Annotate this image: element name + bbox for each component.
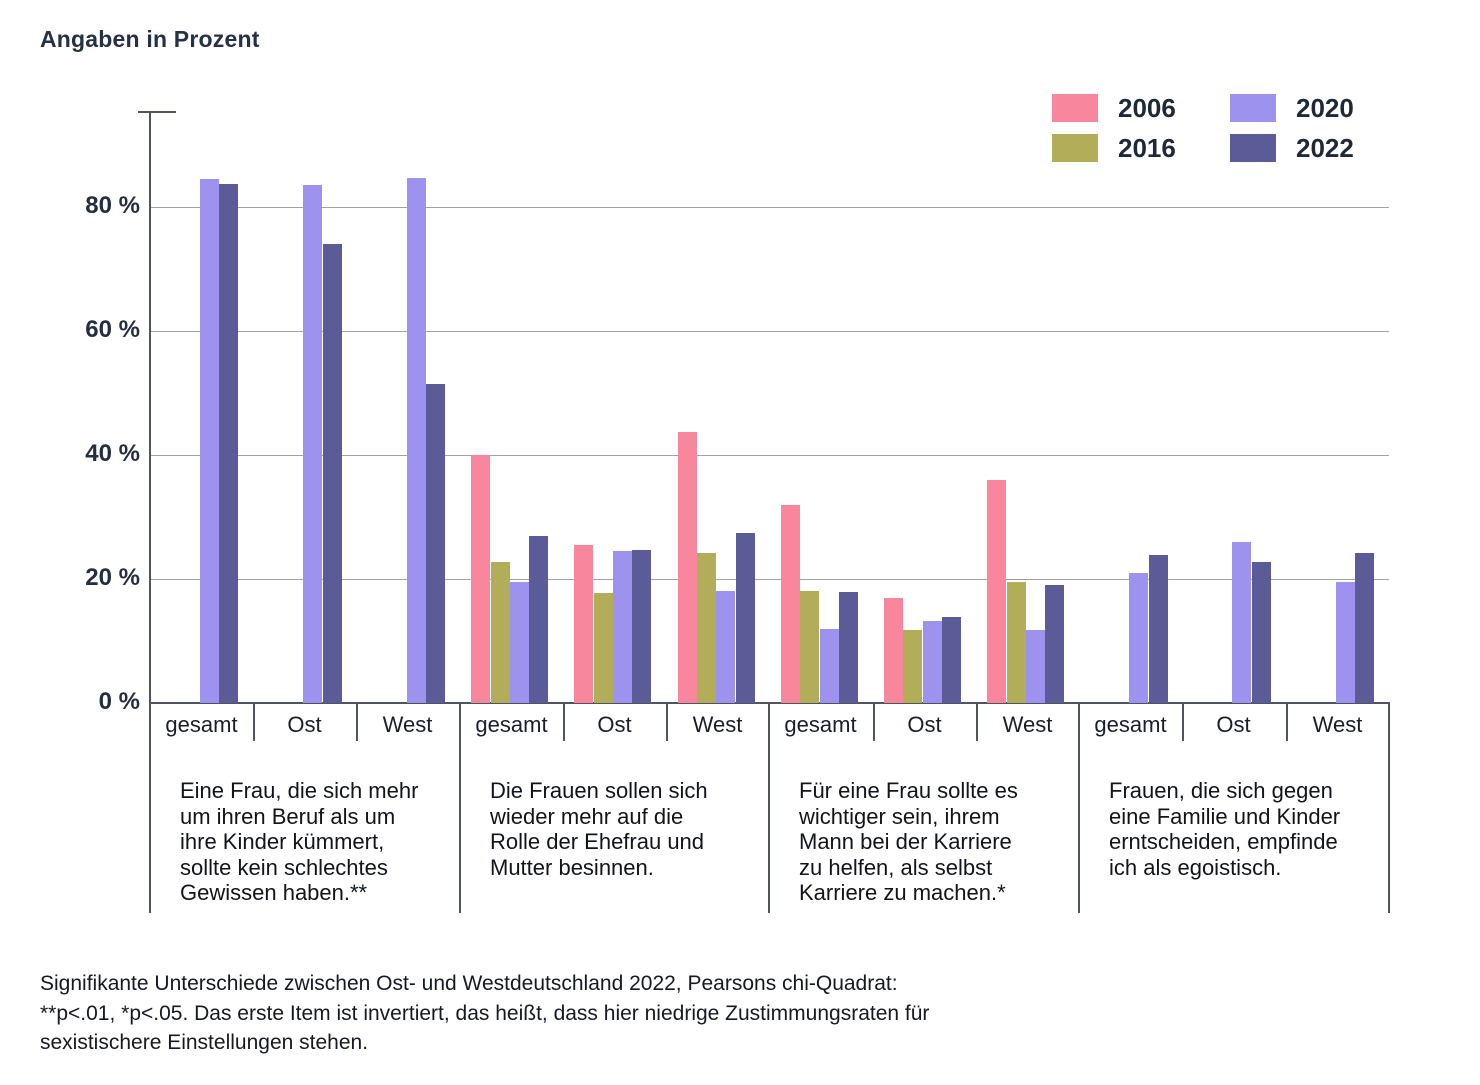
bar-g2-Ost-2006 <box>574 544 593 703</box>
y-tick-label: 0 % <box>98 688 140 715</box>
group-separator <box>1078 703 1080 913</box>
bar-g2-West-2020 <box>716 591 735 703</box>
gridline <box>150 579 1389 580</box>
legend-swatch-2020 <box>1230 94 1276 122</box>
bar-g2-gesamt-2006 <box>471 455 490 703</box>
category-separator <box>1286 703 1288 741</box>
legend-label: 2006 <box>1118 92 1176 123</box>
legend-label: 2020 <box>1296 92 1354 123</box>
bar-g3-West-2006 <box>987 479 1006 703</box>
y-axis-line <box>149 112 151 703</box>
bar-g3-Ost-2006 <box>884 597 903 703</box>
category-label: Ost <box>287 712 322 737</box>
bar-g1-Ost-2022 <box>323 244 342 703</box>
bar-g2-West-2006 <box>678 432 697 703</box>
legend: 2006 2016 2020 2022 <box>1052 88 1408 168</box>
bar-g3-gesamt-2020 <box>820 628 839 703</box>
bar-g4-Ost-2022 <box>1252 561 1271 703</box>
gridline <box>150 331 1389 332</box>
category-label: Ost <box>597 712 632 737</box>
y-tick-label: 80 % <box>85 192 140 219</box>
group-separator <box>149 703 151 913</box>
bar-g3-gesamt-2022 <box>839 592 858 703</box>
legend-label: 2016 <box>1118 132 1176 163</box>
category-separator <box>253 703 255 741</box>
bar-g2-gesamt-2020 <box>510 582 529 703</box>
bar-g2-Ost-2022 <box>632 549 651 703</box>
category-label: West <box>382 712 433 737</box>
category-separator <box>873 703 875 741</box>
legend-swatch-2022 <box>1230 134 1276 162</box>
bar-g3-Ost-2016 <box>903 629 922 703</box>
bar-g2-West-2022 <box>736 532 755 703</box>
bar-g3-gesamt-2016 <box>800 591 819 703</box>
bar-g4-gesamt-2022 <box>1149 555 1168 703</box>
category-label: West <box>692 712 743 737</box>
legend-swatch-2006 <box>1052 94 1098 122</box>
group-separator <box>459 703 461 913</box>
bar-g2-West-2016 <box>697 552 716 703</box>
bar-g2-Ost-2020 <box>613 551 632 703</box>
y-tick-label: 20 % <box>85 564 140 591</box>
footnote-text: Signifikante Unterschiede zwischen Ost- … <box>40 972 930 1054</box>
bar-g1-gesamt-2020 <box>200 179 219 703</box>
bar-g4-West-2022 <box>1355 552 1374 703</box>
category-separator <box>356 703 358 741</box>
bar-g3-Ost-2022 <box>942 617 961 703</box>
legend-item-2020: 2020 <box>1230 93 1408 124</box>
legend-label: 2022 <box>1296 132 1354 163</box>
bar-g2-Ost-2016 <box>594 592 613 703</box>
bar-g1-West-2020 <box>407 178 426 703</box>
category-separator <box>666 703 668 741</box>
bar-g3-West-2016 <box>1007 582 1026 703</box>
bar-g3-West-2022 <box>1045 585 1064 703</box>
bar-g1-Ost-2020 <box>303 185 322 703</box>
statement-text: Für eine Frau sollte es wichtiger sein, … <box>799 778 1018 905</box>
bar-g2-gesamt-2022 <box>529 535 548 703</box>
category-separator <box>563 703 565 741</box>
category-label: Ost <box>907 712 942 737</box>
bar-g1-gesamt-2022 <box>219 184 238 703</box>
category-separator <box>1182 703 1184 741</box>
y-tick-label: 60 % <box>85 316 140 343</box>
group-separator <box>1388 703 1390 913</box>
bar-g2-gesamt-2016 <box>491 561 510 703</box>
y-tick-label: 40 % <box>85 440 140 467</box>
category-label: gesamt <box>475 712 548 737</box>
bar-g1-West-2022 <box>426 383 445 703</box>
legend-item-2016: 2016 <box>1052 133 1230 164</box>
category-label: West <box>1312 712 1363 737</box>
category-label: Ost <box>1216 712 1251 737</box>
chart-title: Angaben in Prozent <box>40 26 260 52</box>
category-label: gesamt <box>165 712 238 737</box>
statement-text: Die Frauen sollen sich wieder mehr auf d… <box>490 778 708 880</box>
statement-text: Frauen, die sich gegen eine Familie und … <box>1109 778 1341 880</box>
category-label: gesamt <box>1094 712 1167 737</box>
category-label: West <box>1002 712 1053 737</box>
bar-g4-West-2020 <box>1336 582 1355 703</box>
bar-chart: 0 % 20 % 40 % 60 % 80 % gesamt Ost West Eine Fra… <box>85 111 1390 913</box>
group-separator <box>768 703 770 913</box>
gridline <box>150 207 1389 208</box>
category-label: gesamt <box>784 712 857 737</box>
bar-g3-gesamt-2006 <box>781 504 800 703</box>
bar-g4-Ost-2020 <box>1232 541 1251 703</box>
legend-item-2022: 2022 <box>1230 133 1408 164</box>
bar-g3-West-2020 <box>1026 630 1045 703</box>
statement-text: Eine Frau, die sich mehr um ihren Beruf … <box>180 778 419 905</box>
bar-g4-gesamt-2020 <box>1129 572 1148 703</box>
legend-item-2006: 2006 <box>1052 93 1230 124</box>
gridline <box>150 455 1389 456</box>
bar-g3-Ost-2020 <box>923 620 942 703</box>
category-separator <box>976 703 978 741</box>
legend-swatch-2016 <box>1052 134 1098 162</box>
y-axis-top-tick <box>138 111 176 113</box>
